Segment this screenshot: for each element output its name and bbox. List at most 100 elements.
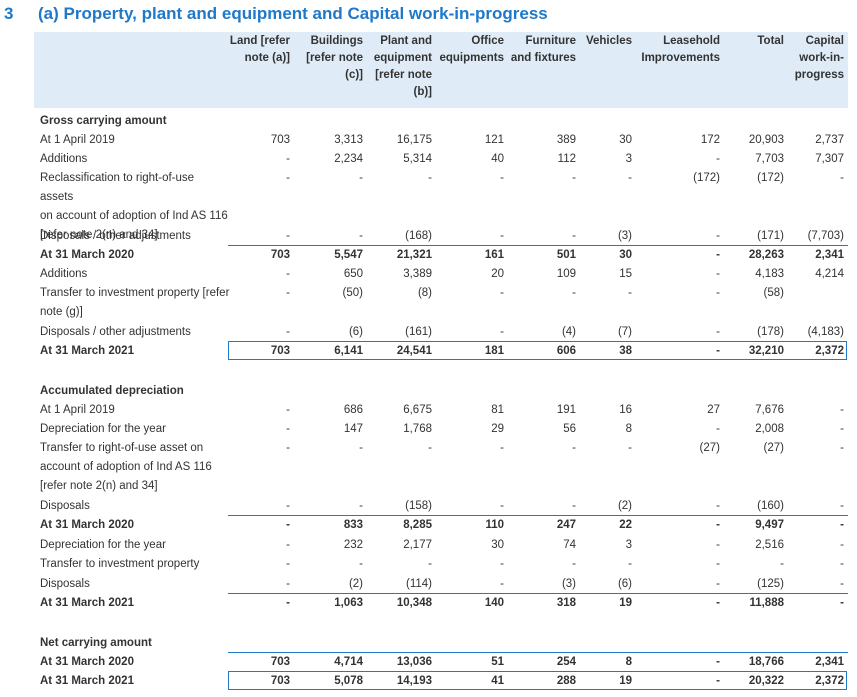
cell-value: 41 (491, 675, 504, 687)
cell-value: 2,372 (815, 345, 844, 357)
column-header-line: Furniture (525, 35, 576, 47)
table-row: Disposals / other adjustments - - (168) - - (3… (34, 227, 848, 246)
column-header-line: Buildings (310, 35, 363, 47)
column-header-line: Plant and (380, 35, 432, 47)
column-header: Buildings [refer note (c)] (293, 33, 363, 84)
cell-value: 161 (484, 249, 504, 261)
table-row: At 31 March 2020 703 5,547 21,321 161 501 30 - 2… (34, 246, 848, 265)
cell-value: 6,675 (403, 404, 432, 416)
table-row: At 31 March 2020 - 833 8,285 110 247 22 - 9,497 - (34, 516, 848, 535)
cell-value: (3) (561, 578, 576, 590)
cell-value: - (359, 442, 363, 454)
table-row: Additions - 2,234 5,314 40 112 3 - 7,703 7,307 (34, 150, 848, 169)
table-row: - - - - - - (27) (27) - (34, 439, 848, 458)
row-label-line: Transfer to investment property [refer (40, 287, 230, 299)
row-label: At 31 March 2020 (40, 656, 134, 668)
note-number: 3 (4, 4, 14, 23)
cell-value: 140 (484, 597, 504, 609)
cell-value: 18,766 (748, 656, 784, 668)
section-heading: Accumulated depreciation (40, 385, 184, 397)
column-header-line: (c)] (345, 69, 363, 81)
column-header-line: (b)] (413, 86, 432, 98)
column-header-line: note (a)] (244, 52, 290, 64)
cell-value: - (286, 230, 290, 242)
table-row: Depreciation for the year - 232 2,177 30 74 3 -… (34, 536, 848, 555)
cell-value: - (840, 558, 844, 570)
row-label: At 31 March 2021 (40, 675, 134, 687)
row-label: At 31 March 2021 (40, 345, 134, 357)
cell-value: 4,183 (755, 268, 784, 280)
cell-value: 606 (556, 345, 576, 357)
cell-value: - (359, 558, 363, 570)
cell-value: - (500, 172, 504, 184)
cell-value: 14,193 (396, 675, 432, 687)
cell-value: 6,141 (334, 345, 363, 357)
cell-value: 703 (270, 249, 290, 261)
section-heading: Gross carrying amount (40, 115, 167, 127)
column-header-line: and fixtures (510, 52, 576, 64)
cell-value: 9,497 (755, 519, 784, 531)
section-heading: Net carrying amount (40, 637, 152, 649)
row-label: Transfer to right-of-use asset on account… (40, 439, 230, 496)
table-row: At 1 April 2019 - 686 6,675 81 191 16 27 7,676 - (34, 401, 848, 420)
cell-value: 172 (700, 134, 720, 146)
row-label: At 31 March 2020 (40, 519, 134, 531)
column-header-line: Vehicles (585, 35, 632, 47)
cell-value: - (572, 230, 576, 242)
cell-value: (27) (763, 442, 784, 454)
column-header: Plant and equipment [refer note (b)] (368, 33, 432, 101)
cell-value: - (286, 578, 290, 590)
note-title: (a) Property, plant and equipment and Ca… (38, 4, 548, 23)
cell-value: 5,547 (334, 249, 363, 261)
cell-value: - (840, 500, 844, 512)
table-row: Disposals - (2) (114) - (3) (6) - (125) - (34, 575, 848, 594)
cell-value: - (628, 287, 632, 299)
cell-value: (4) (561, 326, 576, 338)
cell-value: - (716, 249, 720, 261)
cell-value: - (840, 539, 844, 551)
row-label: Depreciation for the year (40, 539, 166, 551)
cell-value: (7,703) (807, 230, 844, 242)
cell-value: - (500, 578, 504, 590)
cell-value: 147 (343, 423, 363, 435)
cell-value: - (716, 597, 720, 609)
divider (228, 652, 848, 653)
cell-value: 4,214 (815, 268, 844, 280)
cell-value: 2,372 (815, 675, 844, 687)
column-header-line: Office (471, 35, 504, 47)
cell-value: 30 (619, 249, 632, 261)
table-row: Depreciation for the year - 147 1,768 29 56 8 -… (34, 420, 848, 439)
cell-value: 288 (556, 675, 576, 687)
divider (228, 245, 848, 246)
row-label: Disposals (40, 500, 90, 512)
cell-value: - (286, 597, 290, 609)
cell-value: 21,321 (396, 249, 432, 261)
cell-value: 8 (625, 423, 632, 435)
cell-value: 74 (563, 539, 576, 551)
cell-value: - (428, 558, 432, 570)
column-header: Vehicles (580, 33, 632, 50)
cell-value: 56 (563, 423, 576, 435)
cell-value: 8,285 (403, 519, 432, 531)
cell-value: 4,714 (334, 656, 363, 668)
cell-value: - (840, 423, 844, 435)
cell-value: (27) (699, 442, 720, 454)
column-header-line: Land [refer (229, 35, 290, 47)
cell-value: - (840, 172, 844, 184)
cell-value: 28,263 (748, 249, 784, 261)
cell-value: - (572, 287, 576, 299)
cell-value: - (500, 442, 504, 454)
table-row: Additions - 650 3,389 20 109 15 - 4,183 4,214 (34, 265, 848, 284)
column-header-line: Improvements (641, 52, 720, 64)
cell-value: - (780, 558, 784, 570)
cell-value: 20 (491, 268, 504, 280)
row-label: Disposals / other adjustments (40, 230, 191, 242)
cell-value: - (716, 153, 720, 165)
cell-value: 181 (484, 345, 504, 357)
cell-value: 1,063 (334, 597, 363, 609)
cell-value: 7,676 (755, 404, 784, 416)
cell-value: 121 (484, 134, 504, 146)
column-header-line: equipment (373, 52, 432, 64)
cell-value: - (286, 423, 290, 435)
cell-value: 19 (619, 597, 632, 609)
